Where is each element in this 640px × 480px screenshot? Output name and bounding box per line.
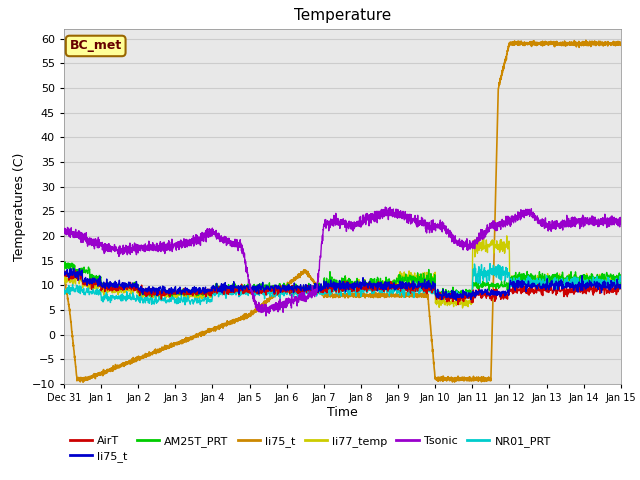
Y-axis label: Temperatures (C): Temperatures (C): [13, 152, 26, 261]
Text: BC_met: BC_met: [70, 39, 122, 52]
X-axis label: Time: Time: [327, 406, 358, 419]
Legend: AirT, li75_t, AM25T_PRT, li75_t, li77_temp, Tsonic, NR01_PRT: AirT, li75_t, AM25T_PRT, li75_t, li77_te…: [70, 436, 551, 462]
Title: Temperature: Temperature: [294, 9, 391, 24]
